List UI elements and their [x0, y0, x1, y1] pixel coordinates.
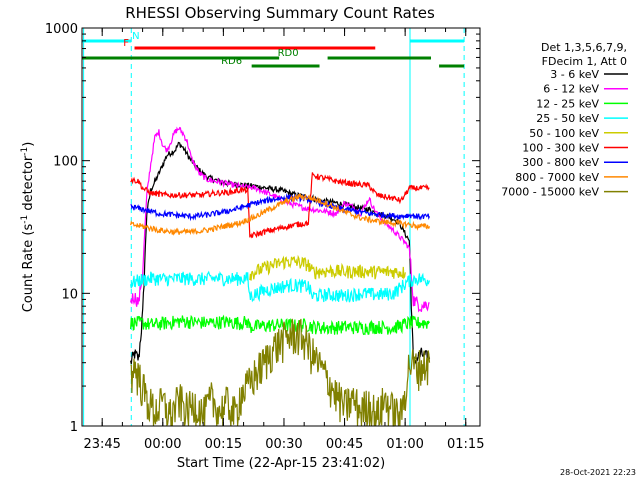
- series-line-7: [130, 193, 431, 236]
- x-tick-label-5: 01:00: [386, 437, 423, 452]
- series-line-1: [130, 126, 430, 313]
- legend: Det 1,3,5,6,7,9,FDecim 1, Att 03 - 6 keV…: [501, 41, 628, 199]
- legend-header-1: FDecim 1, Att 0: [542, 55, 627, 68]
- legend-label-2: 12 - 25 keV: [536, 97, 599, 110]
- x-tick-label-1: 00:00: [144, 437, 181, 452]
- flag-bars: NF RD0 RD6: [82, 31, 465, 68]
- series-line-2: [130, 314, 431, 336]
- series-line-3: [130, 270, 431, 303]
- series-line-4: [249, 254, 406, 281]
- legend-label-8: 7000 - 15000 keV: [501, 186, 599, 199]
- legend-label-5: 100 - 300 keV: [522, 142, 599, 155]
- legend-header-0: Det 1,3,5,6,7,9,: [541, 41, 627, 54]
- x-tick-label-2: 00:15: [205, 437, 242, 452]
- series-line-8: [130, 318, 431, 427]
- y-axis-label: Count Rate (s-1 detector-1): [20, 142, 36, 313]
- x-tick-label-0: 23:45: [83, 437, 120, 452]
- x-axis-label: Start Time (22-Apr-15 23:41:02): [177, 456, 385, 471]
- flag-rd6-label: RD6: [221, 56, 242, 67]
- y-label-superscript-2: -1: [20, 147, 30, 156]
- series-line-6: [130, 193, 431, 222]
- x-tick-label-4: 00:45: [326, 437, 363, 452]
- x-tick-label-3: 00:30: [265, 437, 302, 452]
- y-label-superscript-1: -1: [20, 215, 30, 224]
- legend-label-3: 25 - 50 keV: [536, 112, 599, 125]
- x-axis: 23:45 00:00 00:15 00:30 00:45 01:00 01:15: [81, 28, 484, 452]
- legend-label-4: 50 - 100 keV: [529, 127, 599, 140]
- legend-label-7: 800 - 7000 keV: [515, 171, 599, 184]
- y-tick-label-1: 10: [61, 287, 78, 302]
- plot-frame: [81, 27, 481, 427]
- footer-date: 28-Oct-2021 22:23: [560, 468, 636, 477]
- series-line-5: [130, 172, 430, 239]
- y-tick-label-3: 1000: [45, 22, 78, 37]
- flag-f-label: F: [123, 38, 129, 49]
- y-tick-label-0: 1: [70, 420, 78, 435]
- legend-label-0: 3 - 6 keV: [550, 68, 599, 81]
- y-label-part-3: ): [21, 142, 36, 147]
- y-axis: 1 10 100 1000: [45, 22, 480, 435]
- y-label-part-1: Count Rate (s: [21, 224, 36, 313]
- y-label-part-2: detector: [21, 155, 36, 215]
- flag-n-label: N: [132, 31, 139, 42]
- instrument-state-lines: [83, 28, 465, 426]
- y-tick-label-2: 100: [53, 155, 78, 170]
- chart-title: RHESSI Observing Summary Count Rates: [125, 4, 435, 22]
- flag-rd0-label: RD0: [278, 48, 299, 59]
- legend-label-6: 300 - 800 keV: [522, 156, 599, 169]
- legend-label-1: 6 - 12 keV: [543, 83, 599, 96]
- series-lines: [130, 126, 431, 427]
- x-tick-label-6: 01:15: [447, 437, 484, 452]
